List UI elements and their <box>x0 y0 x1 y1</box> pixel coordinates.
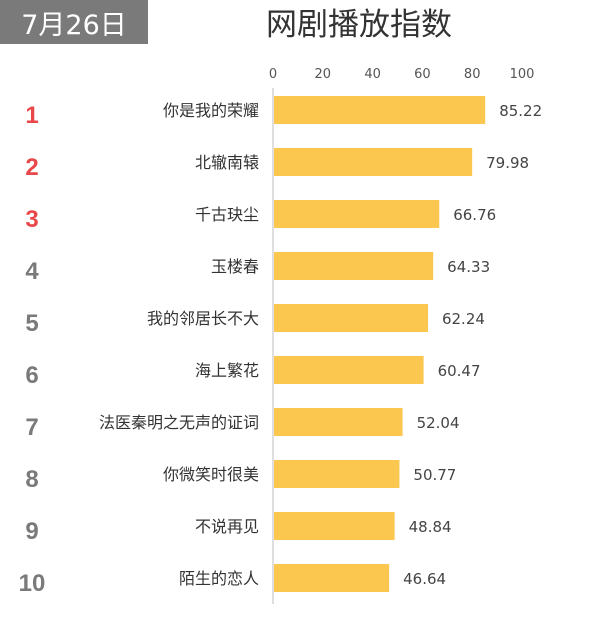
date-badge: 7月26日 <box>0 0 148 44</box>
value-label: 52.04 <box>417 414 460 432</box>
value-label: 85.22 <box>499 102 542 120</box>
value-label: 60.47 <box>438 362 481 380</box>
rank-number: 6 <box>25 362 38 389</box>
chart-title: 网剧播放指数 <box>266 7 452 43</box>
category-label: 玉楼春 <box>211 257 259 276</box>
x-tick-label: 40 <box>364 67 381 82</box>
value-label: 79.98 <box>486 154 529 172</box>
value-label: 64.33 <box>447 258 490 276</box>
category-label: 法医秦明之无声的证词 <box>99 413 259 432</box>
category-label: 我的邻居长不大 <box>147 309 259 328</box>
rank-number: 1 <box>25 102 38 129</box>
category-label: 千古玦尘 <box>195 205 259 224</box>
bar <box>274 148 473 176</box>
rank-number: 3 <box>25 206 38 233</box>
value-label: 66.76 <box>453 206 496 224</box>
rank-number: 7 <box>25 414 38 441</box>
bar <box>274 408 403 436</box>
bar <box>274 564 390 592</box>
rank-number: 8 <box>25 466 38 493</box>
rank-number: 9 <box>25 518 38 545</box>
bar <box>274 200 440 228</box>
x-tick-label: 20 <box>315 67 332 82</box>
category-label: 陌生的恋人 <box>179 569 259 588</box>
category-label: 北辙南辕 <box>195 153 259 172</box>
bar <box>274 356 424 384</box>
bar <box>274 460 400 488</box>
category-label: 海上繁花 <box>195 361 259 380</box>
x-tick-label: 0 <box>269 67 277 82</box>
value-label: 46.64 <box>403 570 446 588</box>
rank-number: 10 <box>19 570 46 597</box>
value-label: 50.77 <box>413 466 456 484</box>
rank-number: 2 <box>25 154 38 181</box>
category-label: 你微笑时很美 <box>163 465 259 484</box>
bar <box>274 304 428 332</box>
category-label: 你是我的荣耀 <box>163 101 259 120</box>
bar <box>274 96 486 124</box>
rank-number: 5 <box>25 310 38 337</box>
x-tick-label: 100 <box>510 67 535 82</box>
x-tick-label: 80 <box>464 67 481 82</box>
bar <box>274 512 395 540</box>
value-label: 48.84 <box>409 518 452 536</box>
bar <box>274 252 434 280</box>
category-label: 不说再见 <box>195 517 259 536</box>
rank-number: 4 <box>25 258 39 285</box>
value-label: 62.24 <box>442 310 485 328</box>
x-tick-label: 60 <box>414 67 431 82</box>
